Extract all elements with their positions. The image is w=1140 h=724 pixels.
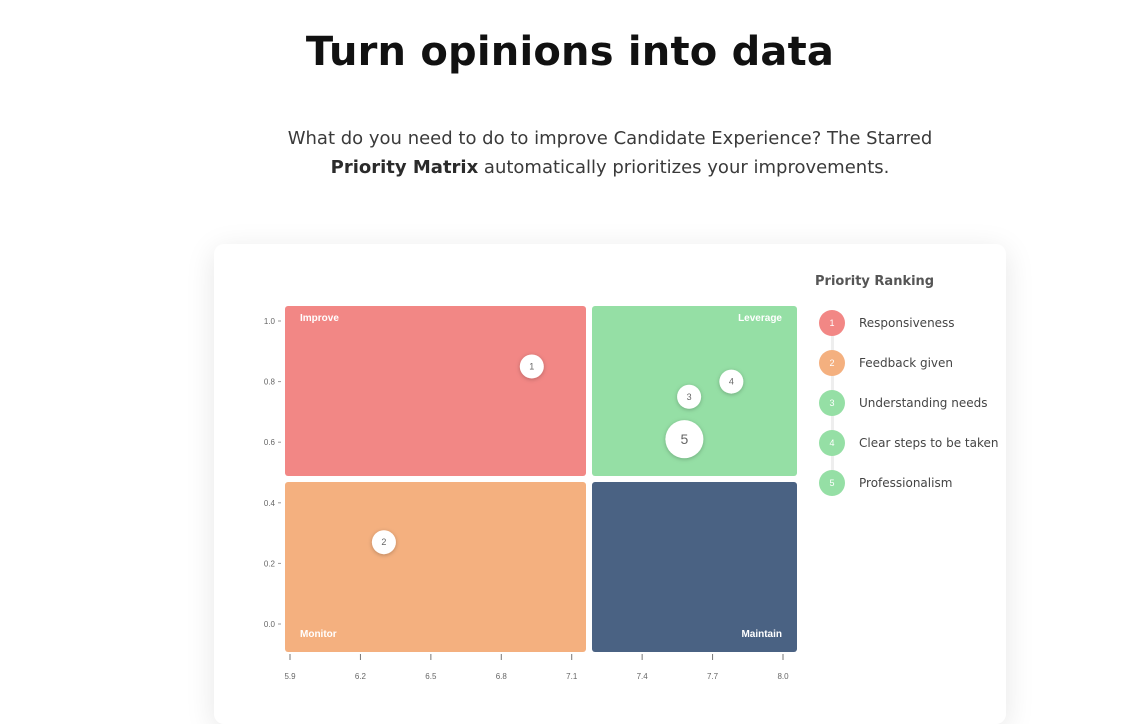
matrix-point-3[interactable]: 3	[677, 384, 702, 409]
quadrant-monitor	[285, 482, 586, 652]
point-label: 3	[687, 392, 692, 402]
point-bubble	[719, 369, 744, 394]
quadrant-improve	[285, 306, 586, 476]
legend-rank-badge: 2	[819, 350, 845, 376]
legend-item-label: Understanding needs	[859, 396, 988, 410]
legend-title: Priority Ranking	[815, 274, 935, 289]
legend-item: 4 Clear steps to be taken	[815, 423, 1005, 463]
legend-rank-badge: 4	[819, 430, 845, 456]
legend-item: 1 Responsiveness	[815, 303, 1005, 343]
x-tick-label: 7.1	[566, 672, 578, 681]
legend-item-label: Responsiveness	[859, 316, 955, 330]
matrix-point-2[interactable]: 2	[371, 530, 396, 555]
legend-list: 1 Responsiveness 2 Feedback given 3 Understan…	[815, 303, 1005, 503]
legend-item-label: Feedback given	[859, 356, 954, 370]
priority-ranking-legend: Priority Ranking 1 Responsiveness 2 Feedbac…	[815, 274, 1005, 503]
y-tick-label: 0.8	[264, 378, 276, 387]
point-bubble	[371, 530, 396, 555]
y-tick-label: 0.0	[264, 620, 276, 629]
legend-item: 2 Feedback given	[815, 343, 1005, 383]
priority-matrix-emphasis: Priority Matrix	[330, 157, 479, 178]
x-tick-label: 5.9	[284, 672, 296, 681]
legend-rank-badge: 1	[819, 310, 845, 336]
subtitle-text: What do you need to do to improve Candid…	[287, 128, 933, 149]
quadrant-maintain	[592, 482, 797, 652]
x-tick-label: 7.4	[637, 672, 649, 681]
x-tick-label: 7.7	[707, 672, 719, 681]
matrix-point-4[interactable]: 4	[719, 369, 744, 394]
legend-rank-badge: 5	[819, 470, 845, 496]
priority-matrix-chart: Improve Leverage Monitor Maintain 1.0 0.8 0.6…	[264, 306, 797, 681]
y-tick-label: 0.4	[264, 499, 276, 508]
point-label: 1	[529, 361, 534, 371]
matrix-point-5[interactable]: 5	[665, 420, 704, 459]
y-tick-label: 1.0	[264, 317, 276, 326]
legend-item-label: Clear steps to be taken	[859, 436, 999, 450]
point-label: 4	[729, 377, 734, 387]
point-bubble	[665, 420, 704, 459]
point-bubble	[519, 354, 544, 379]
legend-item: 5 Professionalism	[815, 463, 1005, 503]
priority-matrix-card: Improve Leverage Monitor Maintain 1.0 0.8 0.6…	[214, 244, 1006, 724]
quadrant-label-improve: Improve	[300, 313, 339, 324]
legend-item-label: Professionalism	[859, 476, 953, 490]
subtitle-text-end: automatically prioritizes your improveme…	[478, 157, 890, 178]
point-bubble	[677, 384, 702, 409]
page-title: Turn opinions into data	[305, 28, 835, 75]
page-subtitle: What do you need to do to improve Candid…	[270, 124, 950, 182]
quadrant-label-leverage: Leverage	[738, 313, 782, 324]
quadrant-label-maintain: Maintain	[741, 629, 782, 640]
x-tick-label: 6.8	[496, 672, 508, 681]
y-tick-label: 0.6	[264, 438, 276, 447]
legend-item: 3 Understanding needs	[815, 383, 1005, 423]
legend-rank-badge: 3	[819, 390, 845, 416]
point-label: 2	[381, 537, 386, 547]
x-tick-label: 8.0	[777, 672, 789, 681]
x-tick-label: 6.2	[355, 672, 367, 681]
quadrant-label-monitor: Monitor	[300, 629, 337, 640]
y-tick-label: 0.2	[264, 559, 276, 568]
x-tick-label: 6.5	[425, 672, 437, 681]
point-label: 5	[681, 431, 689, 447]
matrix-point-1[interactable]: 1	[519, 354, 544, 379]
